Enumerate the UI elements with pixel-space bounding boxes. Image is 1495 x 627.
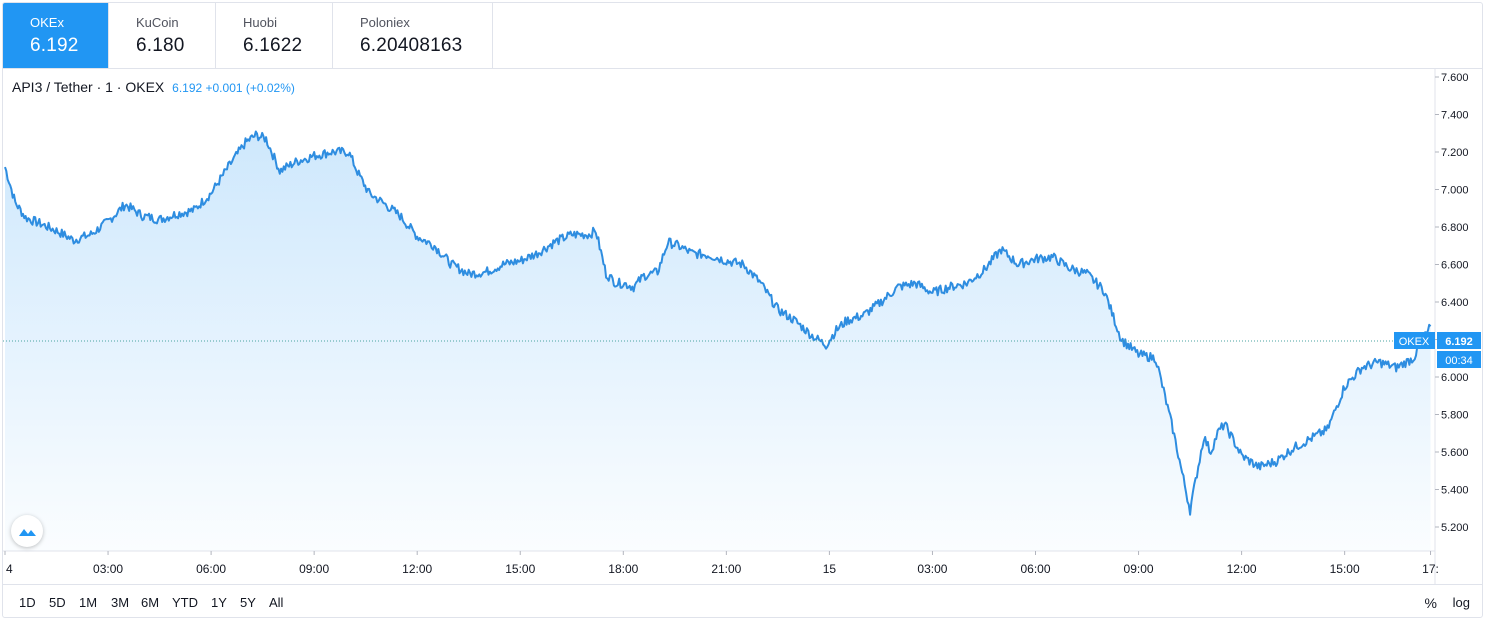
tab-exchange-name: KuCoin <box>136 15 179 30</box>
legend-symbol: API3 / Tether · 1 · OKEX <box>12 79 165 95</box>
tab-poloniex[interactable]: Poloniex 6.20408163 <box>333 3 493 69</box>
x-tick-label: 06:00 <box>196 562 226 576</box>
tab-exchange-name: OKEx <box>30 15 64 30</box>
range-button-6m[interactable]: 6M <box>141 595 160 610</box>
y-tick-label: 6.400 <box>1441 297 1469 309</box>
price-series-line <box>4 130 1432 516</box>
exchange-tabs: OKEx 6.192 KuCoin 6.180 Huobi 6.1622 Pol… <box>3 3 493 69</box>
range-button-1y[interactable]: 1Y <box>211 595 227 610</box>
bar-countdown-value: 00:34 <box>1445 355 1473 367</box>
legend-value: 6.192 +0.001 (+0.02%) <box>172 81 295 95</box>
chart-legend: API3 / Tether · 1 · OKEX 6.192 +0.001 (+… <box>12 79 295 95</box>
last-price-value: 6.192 <box>1445 336 1473 348</box>
y-tick-label: 5.600 <box>1441 447 1469 459</box>
x-tick-label: 17: <box>1422 562 1439 576</box>
range-button-3m[interactable]: 3M <box>111 595 130 610</box>
log-scale-toggle[interactable]: log <box>1452 595 1470 610</box>
y-tick-label: 6.600 <box>1441 260 1469 272</box>
range-button-1m[interactable]: 1M <box>79 595 98 610</box>
x-tick-label: 09:00 <box>299 562 329 576</box>
price-chart[interactable]: 7.6007.4007.2007.0006.8006.6006.4006.200… <box>3 3 1483 584</box>
x-tick-label: 03:00 <box>93 562 123 576</box>
range-button-all[interactable]: All <box>269 595 284 610</box>
y-tick-label: 7.600 <box>1441 72 1469 84</box>
x-tick-label: 06:00 <box>1020 562 1050 576</box>
last-price-badge <box>1437 332 1481 349</box>
x-tick-label: 15:00 <box>505 562 535 576</box>
y-tick-label: 5.200 <box>1441 522 1469 534</box>
time-axis[interactable]: 4 03:00 06:00 09:00 12:00 15:00 18:00 21:00 15 03… <box>4 551 1439 576</box>
x-tick-label: 12:00 <box>1227 562 1257 576</box>
price-axis[interactable]: 7.6007.4007.2007.0006.8006.6006.4006.200… <box>1435 72 1469 534</box>
x-tick-label: 03:00 <box>917 562 947 576</box>
price-line <box>3 130 1435 516</box>
bottom-toolbar: 1D 5D 1M 3M 6M YTD 1Y 5Y All % log <box>3 584 1482 617</box>
x-tick-label: 09:00 <box>1124 562 1154 576</box>
percent-scale-toggle[interactable]: % <box>1424 595 1437 611</box>
cloud-logo-icon <box>19 529 36 536</box>
range-button-ytd[interactable]: YTD <box>172 595 198 610</box>
y-tick-label: 6.800 <box>1441 222 1469 234</box>
last-price-marker: OKEX 6.192 00:34 <box>1394 332 1481 368</box>
tab-huobi[interactable]: Huobi 6.1622 <box>216 3 333 69</box>
y-tick-label: 7.200 <box>1441 147 1469 159</box>
tab-exchange-price: 6.180 <box>136 35 185 56</box>
y-tick-label: 7.400 <box>1441 110 1469 122</box>
range-button-5y[interactable]: 5Y <box>240 595 256 610</box>
x-tick-label: 15:00 <box>1330 562 1360 576</box>
y-tick-label: 7.000 <box>1441 185 1469 197</box>
tab-kucoin[interactable]: KuCoin 6.180 <box>109 3 216 69</box>
y-tick-label: 5.400 <box>1441 485 1469 497</box>
tab-exchange-price: 6.1622 <box>243 35 303 56</box>
tab-exchange-name: Poloniex <box>360 15 410 30</box>
y-tick-label: 5.800 <box>1441 410 1469 422</box>
tab-exchange-price: 6.192 <box>30 35 79 56</box>
tab-exchange-price: 6.20408163 <box>360 35 463 56</box>
x-tick-label: 21:00 <box>711 562 741 576</box>
x-tick-label: 18:00 <box>608 562 638 576</box>
bar-countdown-badge <box>1437 351 1481 368</box>
x-tick-label: 4 <box>6 562 13 576</box>
range-button-5d[interactable]: 5D <box>49 595 66 610</box>
tab-exchange-name: Huobi <box>243 15 277 30</box>
chart-widget: OKEx 6.192 KuCoin 6.180 Huobi 6.1622 Pol… <box>2 2 1483 618</box>
x-tick-label: 12:00 <box>402 562 432 576</box>
last-price-exchange-label: OKEX <box>1399 336 1430 348</box>
tab-okex[interactable]: OKEx 6.192 <box>3 3 109 69</box>
range-button-1d[interactable]: 1D <box>19 595 36 610</box>
x-tick-label: 15 <box>823 562 837 576</box>
y-tick-label: 6.000 <box>1441 372 1469 384</box>
last-price-exchange-badge <box>1394 332 1435 349</box>
tradingview-logo-button[interactable] <box>11 515 43 547</box>
tab-bar-divider <box>493 68 1482 69</box>
